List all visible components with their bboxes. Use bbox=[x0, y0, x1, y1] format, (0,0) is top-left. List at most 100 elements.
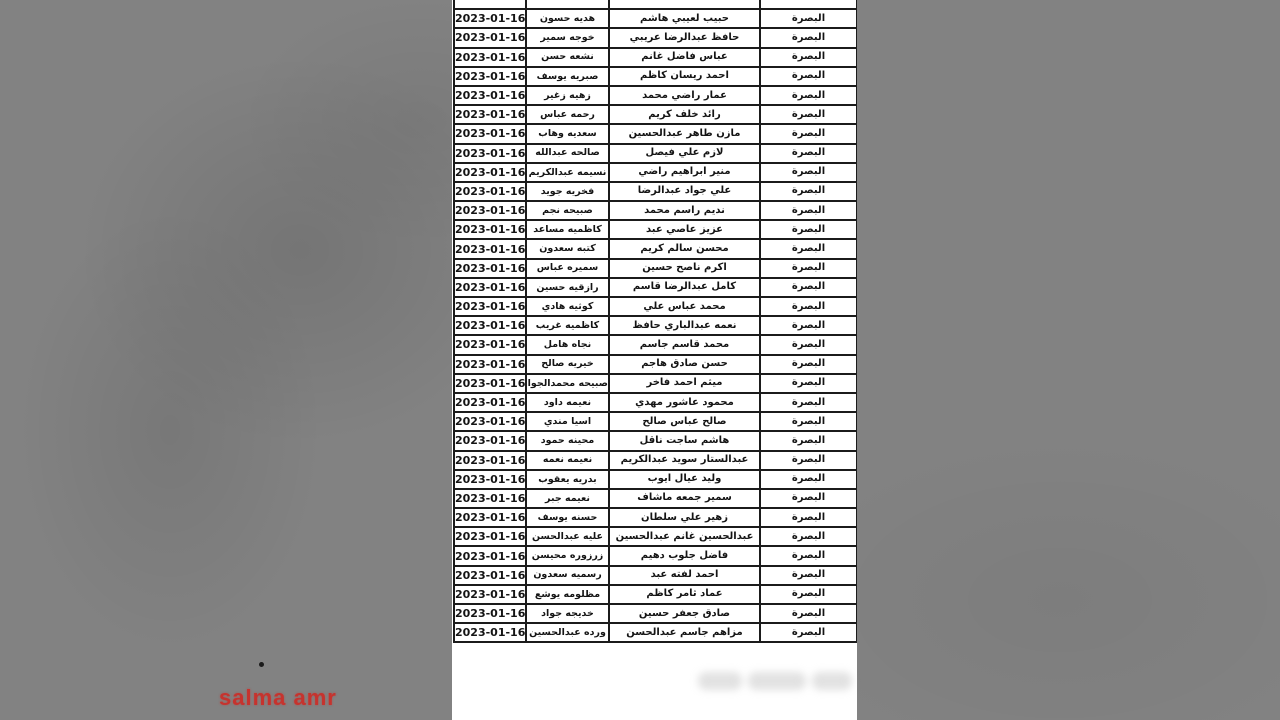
cell-full-name: احمد لفته عبد bbox=[608, 564, 761, 586]
table-row: 2023-01-16 سعديه وهاب مازن طاهر عبدالحسي… bbox=[453, 123, 857, 145]
cell-full-name: لازم علي فيصل bbox=[608, 142, 761, 164]
cell-date: 2023-01-16 bbox=[453, 391, 527, 414]
table-row-partial bbox=[453, 0, 857, 11]
cell-full-name: صادق جعفر حسين bbox=[608, 602, 761, 625]
table-row: 2023-01-16 بدريه يعقوب وليد عيال ايوب ال… bbox=[453, 468, 857, 490]
cell-mother-name: خديجه جواد bbox=[525, 602, 610, 625]
cell-governorate: البصرة bbox=[759, 238, 857, 260]
table-row: 2023-01-16 كتبه سعدون محسن سالم كريم الب… bbox=[453, 238, 857, 260]
table-row: 2023-01-16 خوجه سمير حافظ عبدالرضا عريبي… bbox=[453, 27, 857, 49]
cell-date: 2023-01-16 bbox=[453, 8, 527, 30]
table-row: 2023-01-16 فخريه جويد علي جواد عبدالرضا … bbox=[453, 180, 857, 203]
cell-mother-name: فخريه جويد bbox=[525, 180, 610, 203]
table-row: 2023-01-16 كاظميه مساعد عزيز عاصي عبد ال… bbox=[453, 219, 857, 241]
cell-date: 2023-01-16 bbox=[453, 468, 527, 490]
cell-date: 2023-01-16 bbox=[453, 411, 527, 433]
cell-date: 2023-01-16 bbox=[453, 46, 527, 68]
cell-mother-name: نسيمه عبدالكريم bbox=[525, 161, 610, 183]
cell-full-name: عمار راضي محمد bbox=[608, 84, 761, 107]
table-row: 2023-01-16 نشعه حسن عباس فاضل غانم البصر… bbox=[453, 46, 857, 68]
table-row: 2023-01-16 محينه حمود هاشم ساجت ناقل الب… bbox=[453, 430, 857, 452]
table-row: 2023-01-16 زهيه زغير عمار راضي محمد البص… bbox=[453, 84, 857, 107]
cell-governorate: البصرة bbox=[759, 27, 857, 49]
cell-governorate: البصرة bbox=[759, 161, 857, 183]
cell-mother-name: صبيحه نجم bbox=[525, 200, 610, 222]
cell-full-name: نديم راسم محمد bbox=[608, 200, 761, 222]
cell-date: 2023-01-16 bbox=[453, 564, 527, 586]
cell-full-name: هاشم ساجت ناقل bbox=[608, 430, 761, 452]
cell-mother-name: ورده عبدالحسين bbox=[525, 622, 610, 644]
cell-full-name: سمير جمعه ماشاف bbox=[608, 487, 761, 510]
cell-full-name: نعمه عبدالباري حافظ bbox=[608, 315, 761, 337]
cell-date: 2023-01-16 bbox=[453, 123, 527, 145]
cell-mother-name: صالحه عبدالله bbox=[525, 142, 610, 164]
cell-date: 2023-01-16 bbox=[453, 219, 527, 241]
results-table: 2023-01-16 هديه حسون حبيب لعيبي هاشم الب… bbox=[453, 0, 857, 644]
cell-full-name: ميثم احمد فاخر bbox=[608, 372, 761, 394]
cell-name-empty bbox=[608, 0, 761, 11]
cell-date: 2023-01-16 bbox=[453, 372, 527, 394]
cell-date: 2023-01-16 bbox=[453, 27, 527, 49]
cell-governorate: البصرة bbox=[759, 507, 857, 529]
table-row: 2023-01-16 زرزوره محيسن فاضل جلوب دهيم ا… bbox=[453, 545, 857, 567]
cell-governorate: البصرة bbox=[759, 411, 857, 433]
cell-full-name: عماد ثامر كاظم bbox=[608, 583, 761, 606]
cell-full-name: مازن طاهر عبدالحسين bbox=[608, 123, 761, 145]
cell-date: 2023-01-16 bbox=[453, 315, 527, 337]
cell-governorate: البصرة bbox=[759, 372, 857, 394]
table-row: 2023-01-16 مظلومه يوشع عماد ثامر كاظم ال… bbox=[453, 583, 857, 606]
cell-mother-name: خوجه سمير bbox=[525, 27, 610, 49]
cell-governorate: البصرة bbox=[759, 123, 857, 145]
cell-governorate: البصرة bbox=[759, 602, 857, 625]
cell-governorate: البصرة bbox=[759, 104, 857, 126]
table-row: 2023-01-16 سميره عباس اكرم ناصح حسين الب… bbox=[453, 257, 857, 279]
channel-watermark-text: salma amr bbox=[219, 685, 337, 710]
cell-mother-name: نعيمه نعمه bbox=[525, 449, 610, 471]
cell-full-name: عباس فاضل غانم bbox=[608, 46, 761, 68]
table-row: 2023-01-16 صبيحه نجم نديم راسم محمد البص… bbox=[453, 200, 857, 222]
cell-date: 2023-01-16 bbox=[453, 353, 527, 375]
cell-date: 2023-01-16 bbox=[453, 161, 527, 183]
cell-mother-name: عليه عبدالحسن bbox=[525, 526, 610, 548]
cell-date: 2023-01-16 bbox=[453, 449, 527, 471]
cell-mother-name: كاظميه مساعد bbox=[525, 219, 610, 241]
table-row: 2023-01-16 خديجه جواد صادق جعفر حسين الب… bbox=[453, 602, 857, 625]
cell-mother-name: هديه حسون bbox=[525, 8, 610, 30]
cell-full-name: محسن سالم كريم bbox=[608, 238, 761, 260]
cell-full-name: علي جواد عبدالرضا bbox=[608, 180, 761, 203]
cell-date: 2023-01-16 bbox=[453, 583, 527, 606]
table-row: 2023-01-16 رسميه سعدون احمد لفته عبد الب… bbox=[453, 564, 857, 586]
cell-governorate: البصرة bbox=[759, 487, 857, 510]
cell-mother-name: سميره عباس bbox=[525, 257, 610, 279]
table-row: 2023-01-16 رازقيه حسين كامل عبدالرضا قاس… bbox=[453, 276, 857, 299]
cell-governorate: البصرة bbox=[759, 468, 857, 490]
cell-mother-name: رازقيه حسين bbox=[525, 276, 610, 299]
cell-date: 2023-01-16 bbox=[453, 487, 527, 510]
cell-full-name: اكرم ناصح حسين bbox=[608, 257, 761, 279]
cell-full-name: حسن صادق هاجم bbox=[608, 353, 761, 375]
cell-date: 2023-01-16 bbox=[453, 507, 527, 529]
cell-governorate: البصرة bbox=[759, 391, 857, 414]
cell-governorate: البصرة bbox=[759, 295, 857, 318]
cell-full-name: زهير علي سلطان bbox=[608, 507, 761, 529]
cell-date: 2023-01-16 bbox=[453, 526, 527, 548]
cell-date: 2023-01-16 bbox=[453, 334, 527, 356]
cell-date: 2023-01-16 bbox=[453, 180, 527, 203]
cell-date: 2023-01-16 bbox=[453, 65, 527, 87]
cell-mother-name: كاظميه غريب bbox=[525, 315, 610, 337]
cell-mother-name: اسيا مندي bbox=[525, 411, 610, 433]
records-table-body: 2023-01-16 هديه حسون حبيب لعيبي هاشم الب… bbox=[453, 0, 857, 644]
table-row: 2023-01-16 نجاه هامل محمد قاسم جاسم البص… bbox=[453, 334, 857, 356]
table-row: 2023-01-16 عليه عبدالحسن عبدالحسين غانم … bbox=[453, 526, 857, 548]
table-row: 2023-01-16 صالحه عبدالله لازم علي فيصل ا… bbox=[453, 142, 857, 164]
results-table-panel: 2023-01-16 هديه حسون حبيب لعيبي هاشم الب… bbox=[452, 0, 857, 720]
cell-full-name: حافظ عبدالرضا عريبي bbox=[608, 27, 761, 49]
cell-full-name: وليد عيال ايوب bbox=[608, 468, 761, 490]
table-row: 2023-01-16 رحمه عباس رائد خلف كريم البصر… bbox=[453, 104, 857, 126]
cell-mother-name: صبريه يوسف bbox=[525, 65, 610, 87]
cell-mother-name: نشعه حسن bbox=[525, 46, 610, 68]
cell-governorate: البصرة bbox=[759, 353, 857, 375]
cell-governorate: البصرة bbox=[759, 622, 857, 644]
cell-full-name: احمد ريسان كاظم bbox=[608, 65, 761, 87]
